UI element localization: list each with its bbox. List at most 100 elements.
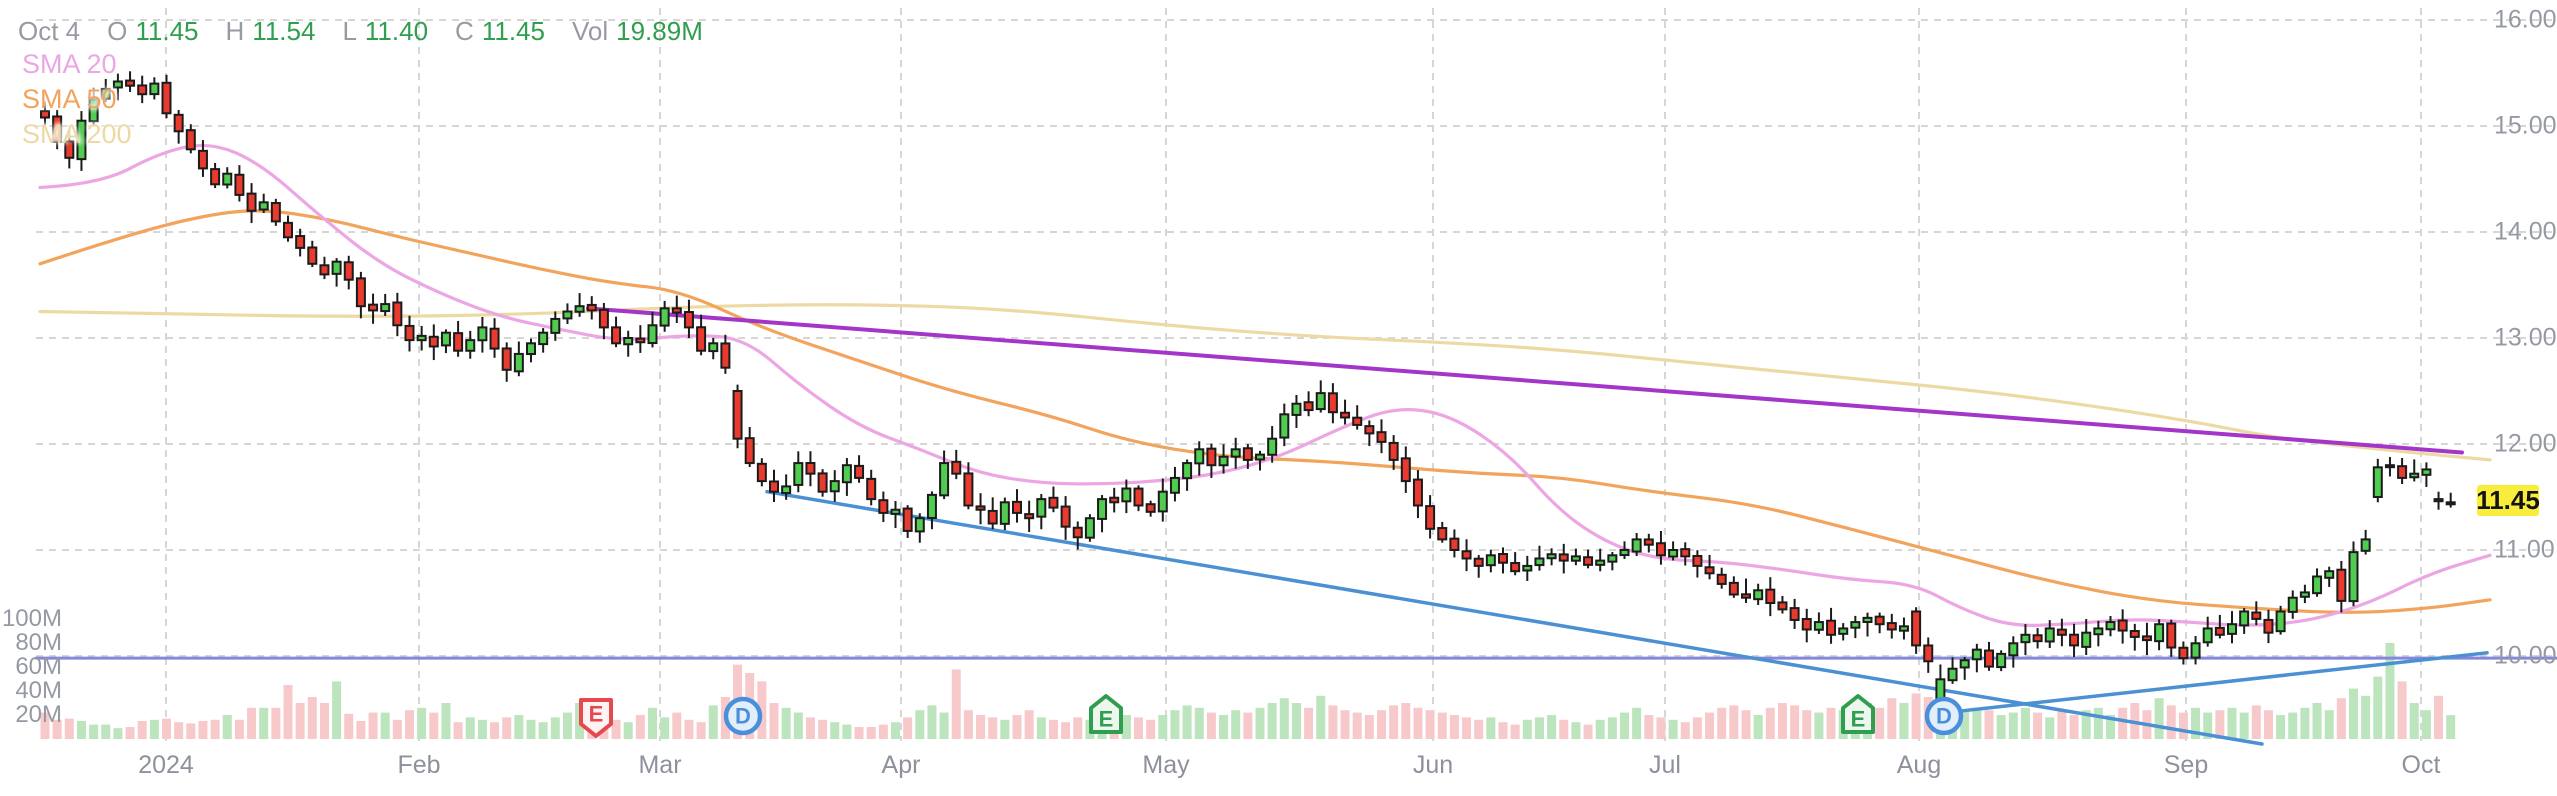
candle-body	[1777, 601, 1788, 611]
candle-body	[987, 509, 998, 525]
candle-body	[1862, 616, 1873, 624]
candle-body	[1109, 496, 1120, 504]
candle-body	[526, 342, 536, 356]
volume-bar	[818, 719, 828, 739]
volume-bar	[1692, 717, 1702, 739]
dividend-badge[interactable]: D	[723, 696, 763, 736]
volume-bar	[915, 710, 925, 739]
volume-bar	[1377, 710, 1386, 739]
volume-bar	[1911, 693, 1921, 739]
candle-body	[1169, 476, 1180, 494]
volume-bar	[526, 719, 536, 739]
candle-body	[1728, 581, 1739, 596]
volume-bar	[635, 715, 645, 739]
volume-bar	[1741, 710, 1751, 739]
volume-bar	[1121, 715, 1131, 739]
sma-line-sma-200[interactable]	[38, 303, 2492, 462]
candle-body	[769, 480, 779, 493]
candle-body	[1485, 554, 1496, 567]
dividend-badge[interactable]: D	[1924, 696, 1964, 736]
volume-bar	[2069, 715, 2079, 739]
volume-bar	[198, 721, 208, 739]
candle-body	[708, 342, 719, 353]
candle-body	[100, 87, 111, 100]
candle-body	[2129, 630, 2140, 638]
candle-body	[2093, 627, 2104, 636]
volume-bar	[1717, 707, 1727, 739]
volume-bar	[429, 712, 439, 739]
earnings-badge[interactable]: E	[1089, 694, 1123, 734]
candle-body	[902, 507, 913, 532]
candle-body	[1327, 392, 1338, 414]
volume-bar	[222, 715, 232, 739]
candle-body	[1753, 589, 1764, 601]
candle-body	[453, 332, 464, 352]
candle-body	[428, 335, 439, 348]
candle-body	[2032, 634, 2043, 643]
candle-body	[1716, 573, 1727, 585]
candle-body	[550, 317, 561, 334]
earnings-shield-down-icon	[579, 698, 613, 738]
volume-bar	[247, 707, 257, 739]
volume-bar	[1328, 705, 1338, 739]
trendline-descending-purple[interactable]	[586, 306, 2464, 455]
candle-body	[1498, 553, 1508, 564]
volume-bar	[319, 703, 329, 739]
candle-body	[1072, 526, 1083, 539]
volume-bar	[2446, 715, 2456, 739]
volume-bar	[623, 722, 633, 739]
badge-letter: D	[735, 704, 751, 729]
earnings-badge[interactable]: E	[1841, 694, 1875, 734]
candle-body	[696, 326, 707, 352]
legend-sma-50[interactable]: SMA 50	[22, 84, 117, 114]
candle-body	[1655, 542, 1666, 557]
earnings-badge[interactable]: E	[579, 698, 613, 738]
month-label: May	[1142, 751, 1190, 779]
trendline-descending-blue[interactable]	[765, 489, 2264, 746]
candle-body	[1121, 487, 1132, 503]
volume-bar	[2251, 705, 2261, 739]
trendline-rising-blue[interactable]	[1948, 651, 2489, 714]
month-label: Apr	[881, 751, 921, 779]
volume-bar	[562, 712, 572, 739]
volume-bar	[1875, 707, 1885, 739]
volume-bar	[2033, 712, 2043, 739]
candle-body	[720, 342, 731, 369]
candle-body	[1947, 667, 1958, 682]
volume-bar	[1364, 715, 1374, 739]
header-date: Oct 4	[18, 16, 81, 46]
candle-body	[1631, 538, 1642, 553]
candle-body	[501, 347, 512, 371]
volume-bar	[878, 724, 888, 739]
volume-bar	[830, 722, 840, 739]
volume-bar	[368, 712, 378, 739]
volume-bar	[1595, 719, 1605, 739]
legend-sma-200[interactable]: SMA 200	[22, 119, 132, 149]
volume-bar	[2336, 698, 2346, 739]
candle-body	[307, 246, 318, 265]
volume-bar	[2300, 707, 2310, 739]
low-readout: L 11.40	[342, 16, 429, 46]
candle-body	[598, 308, 609, 329]
candle-body	[2263, 618, 2274, 634]
volume-bar	[648, 707, 657, 739]
candle-body	[1704, 566, 1715, 575]
month-label: Mar	[638, 751, 682, 779]
candle-body	[1364, 425, 1375, 435]
candle-body	[2008, 642, 2019, 657]
volume-bar	[927, 705, 937, 739]
sma-line-sma-20[interactable]	[38, 143, 2492, 627]
candle-body	[1619, 549, 1630, 557]
candle-body	[744, 437, 755, 465]
volume-bar	[162, 718, 171, 739]
volume-tick-label: 60M	[15, 653, 62, 680]
volume-bar	[2166, 705, 2176, 739]
candle-body	[1267, 437, 1278, 456]
month-label: Oct	[2401, 751, 2441, 779]
volume-bar	[271, 707, 281, 739]
legend-sma-20[interactable]: SMA 20	[22, 49, 117, 79]
candle-body	[1400, 457, 1411, 483]
candle-body	[1765, 588, 1776, 604]
candle-body	[2251, 611, 2262, 620]
